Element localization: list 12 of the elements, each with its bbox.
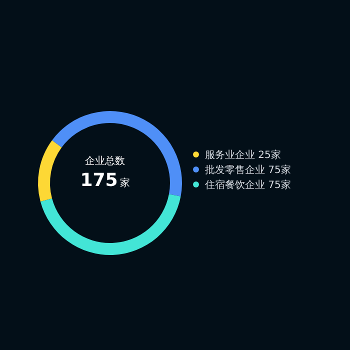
data-label: 75家 xyxy=(268,165,291,176)
text: 家 xyxy=(120,177,130,189)
data-label: 25家 xyxy=(258,150,281,161)
text: 175 xyxy=(80,170,118,191)
legend-label: 批发零售企业 xyxy=(205,165,265,176)
donut-slice xyxy=(38,140,62,202)
data-label: 75家 xyxy=(268,180,291,191)
legend-label: 住宿餐饮企业 xyxy=(205,180,265,191)
donut-slice xyxy=(40,194,181,255)
legend-label: 服务业企业 xyxy=(205,150,255,161)
text: 企业总数 xyxy=(85,155,125,167)
donut-slice xyxy=(52,111,182,196)
